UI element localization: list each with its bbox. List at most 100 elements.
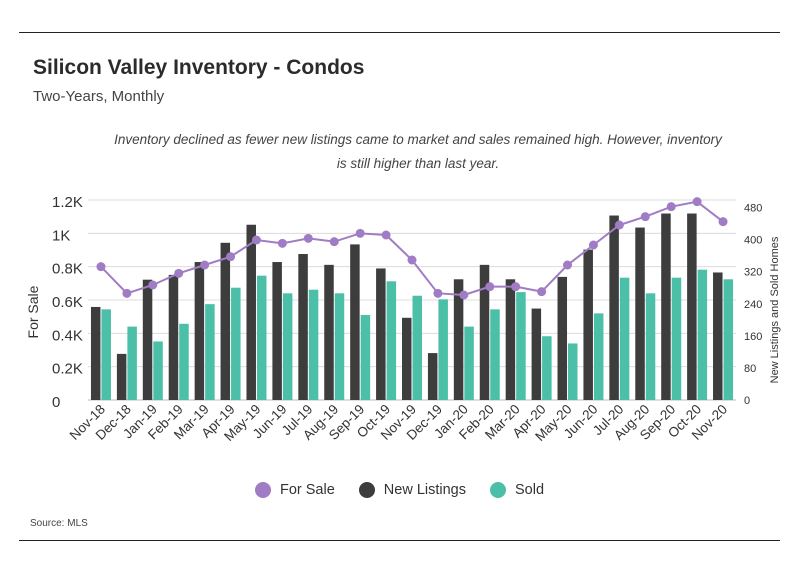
bar-sold [334, 293, 345, 400]
bar-new-listings [194, 262, 205, 400]
point-for-sale [251, 235, 261, 245]
bar-new-listings [713, 272, 723, 400]
point-for-sale [355, 228, 365, 238]
bar-sold [671, 277, 682, 400]
chart-annotation: Inventory declined as fewer new listings… [114, 132, 722, 171]
legend-item-sold: Sold [489, 482, 544, 498]
bar-new-listings [272, 262, 282, 400]
bar-sold [697, 269, 708, 400]
source-note: Source: MLS [30, 518, 88, 529]
bar-new-listings [324, 264, 334, 400]
right-axis-tick-label: 80 [744, 363, 756, 375]
bar-new-listings [427, 353, 438, 400]
legend-swatch-for-sale [254, 482, 271, 498]
bar-sold [542, 336, 552, 400]
point-for-sale [96, 262, 106, 272]
bar-new-listings [687, 213, 697, 400]
point-for-sale [303, 233, 313, 243]
bar-sold [179, 323, 189, 400]
bar-sold [568, 343, 578, 400]
bar-sold [205, 304, 215, 400]
left-axis-title: For Sale [25, 285, 41, 338]
legend-item-for-sale: For Sale [254, 482, 335, 498]
bar-new-listings [557, 276, 568, 400]
bar-new-listings [531, 308, 542, 400]
line-for-sale [100, 200, 724, 297]
bar-sold [127, 326, 137, 400]
point-for-sale [666, 202, 676, 212]
bar-sold [516, 292, 526, 400]
left-axis-tick-label: 0.4K [52, 327, 83, 344]
left-axis-tick-label: 0 [52, 394, 60, 411]
bar-sold [619, 277, 630, 400]
point-for-sale [640, 212, 650, 222]
legend-swatch-sold [489, 482, 506, 498]
bar-new-listings [453, 279, 464, 400]
bar-sold [645, 293, 656, 400]
legend-label-new-listings: New Listings [383, 482, 466, 498]
bar-new-listings [376, 268, 386, 400]
right-axis-tick-label: 240 [744, 299, 762, 311]
chart-legend: For Sale New Listings Sold [0, 482, 799, 498]
bar-sold [593, 313, 604, 400]
legend-label-for-sale: For Sale [279, 482, 335, 498]
bar-new-listings [479, 264, 490, 400]
bar-new-listings [246, 224, 256, 400]
bar-new-listings [116, 353, 127, 400]
bar-sold [464, 326, 474, 400]
right-axis-title: New Listings and Sold Homes [769, 236, 781, 383]
right-axis-tick-label: 0 [744, 395, 750, 407]
bar-new-listings [220, 242, 231, 400]
right-axis-tick-label: 160 [744, 331, 762, 343]
bar-sold [360, 314, 371, 400]
bar-new-listings [661, 213, 671, 400]
bar-sold [256, 275, 267, 400]
point-for-sale [329, 237, 339, 247]
legend-item-new-listings: New Listings [358, 482, 466, 498]
point-for-sale [588, 240, 598, 250]
top-rule [19, 32, 780, 33]
right-axis-tick-label: 320 [744, 267, 762, 279]
bar-sold [231, 287, 241, 400]
bar-sold [308, 289, 319, 400]
bar-new-listings [402, 317, 412, 400]
bar-new-listings [350, 244, 360, 400]
right-axis-tick-label: 400 [744, 235, 762, 247]
chart-title: Silicon Valley Inventory - Condos [33, 56, 365, 79]
bar-sold [438, 299, 448, 400]
bar-sold [723, 279, 734, 400]
bottom-rule [19, 540, 780, 541]
point-for-sale [381, 230, 391, 240]
bar-new-listings [168, 274, 179, 400]
point-for-sale [200, 260, 210, 270]
bar-sold [490, 309, 500, 400]
point-for-sale [563, 260, 573, 270]
bar-new-listings [609, 215, 619, 400]
point-for-sale [407, 255, 417, 265]
point-for-sale [277, 238, 287, 248]
point-for-sale [148, 280, 158, 290]
bar-new-listings [583, 249, 593, 400]
point-for-sale [485, 282, 495, 292]
left-axis-tick-label: 0.6K [52, 294, 83, 311]
left-axis-tick-label: 0.2K [52, 361, 83, 378]
point-for-sale [511, 282, 521, 292]
bar-new-listings [298, 254, 308, 400]
point-for-sale [537, 287, 547, 297]
bar-new-listings [90, 306, 101, 400]
point-for-sale [174, 268, 184, 278]
bar-sold [101, 309, 111, 400]
point-for-sale [614, 220, 624, 230]
point-for-sale [122, 288, 132, 298]
bar-sold [386, 281, 397, 400]
point-for-sale [226, 252, 236, 262]
bar-sold [412, 295, 422, 400]
legend-swatch-new-listings [358, 482, 375, 498]
bar-new-listings [142, 279, 153, 400]
point-for-sale [459, 290, 469, 300]
left-axis-tick-label: 1K [52, 227, 70, 244]
bar-new-listings [505, 279, 516, 400]
point-for-sale [718, 217, 728, 227]
left-axis-tick-label: 1.2K [52, 194, 83, 211]
right-axis-tick-label: 480 [744, 203, 762, 215]
